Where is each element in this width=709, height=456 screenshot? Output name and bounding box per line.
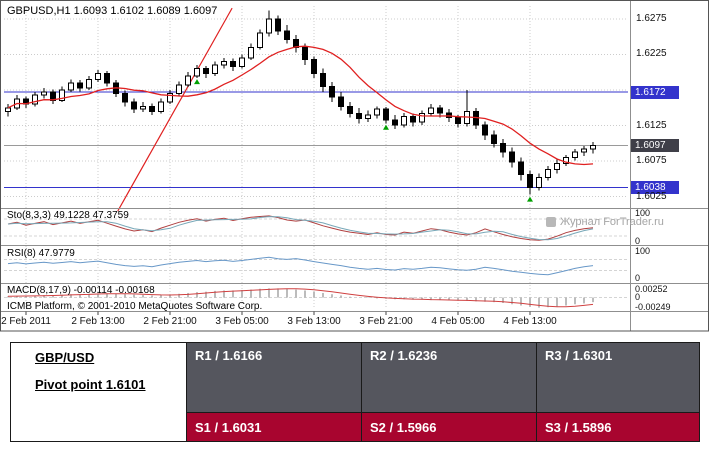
pivot-point-value: Pivot point 1.6101 (35, 377, 146, 392)
resistance-r3-cell: R3 / 1.6301 (536, 343, 699, 412)
pair-name: GBP/USD (35, 350, 95, 365)
chart-symbol-title: GBPUSD,H1 1.6093 1.6102 1.6089 1.6097 (7, 5, 218, 17)
macd-indicator-label: MACD(8,17,9) -0.00114 -0.00168 (7, 285, 155, 296)
support-s2-cell: S2 / 1.5966 (361, 412, 536, 441)
candlestick-chart[interactable] (0, 0, 709, 336)
fortrader-logo-icon (546, 217, 556, 227)
watermark-text: Журнал ForTrader.ru (560, 216, 664, 228)
mt4-chart-window: 1.6275 1.6225 1.6172 1.6125 1.6097 1.6075 1.60… (0, 0, 709, 336)
resistance-r1-cell: R1 / 1.6166 (186, 343, 361, 412)
platform-copyright: ICMB Platform, © 2001-2010 MetaQuotes So… (7, 301, 263, 312)
pivot-points-table: GBP/USD Pivot point 1.6101 R1 / 1.6166 R… (10, 342, 700, 442)
fortrader-watermark: Журнал ForTrader.ru (546, 216, 664, 228)
pair-cell: GBP/USD Pivot point 1.6101 (11, 343, 186, 441)
support-s3-cell: S3 / 1.5896 (536, 412, 699, 441)
stochastic-indicator-label: Sto(8,3,3) 49.1228 47.3759 (7, 210, 129, 221)
rsi-indicator-label: RSI(8) 47.9779 (7, 248, 75, 259)
support-s1-cell: S1 / 1.6031 (186, 412, 361, 441)
resistance-r2-cell: R2 / 1.6236 (361, 343, 536, 412)
